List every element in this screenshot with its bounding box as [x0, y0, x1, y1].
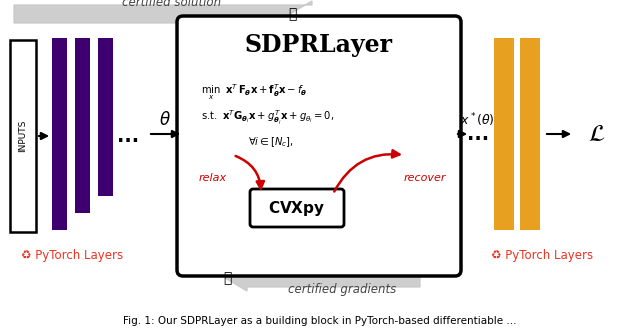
Text: SDPRLayer: SDPRLayer: [245, 33, 393, 57]
Text: ...: ...: [117, 127, 139, 146]
Bar: [520, 38, 540, 230]
FancyArrowPatch shape: [334, 150, 399, 191]
Text: INPUTS: INPUTS: [19, 120, 28, 152]
Bar: [98, 38, 113, 196]
Text: s.t. $\;\mathbf{x}^T \mathbf{G}_{\boldsymbol{\theta}_i} \mathbf{x} + g_{\boldsym: s.t. $\;\mathbf{x}^T \mathbf{G}_{\boldsy…: [201, 109, 334, 127]
FancyArrowPatch shape: [236, 156, 264, 188]
Text: certified solution: certified solution: [122, 0, 221, 8]
Polygon shape: [225, 265, 420, 291]
Text: ♻ PyTorch Layers: ♻ PyTorch Layers: [21, 249, 123, 263]
Bar: [494, 38, 514, 230]
Bar: [75, 38, 90, 213]
Text: recover: recover: [404, 173, 446, 183]
Text: $\mathbf{CVXpy}$: $\mathbf{CVXpy}$: [268, 198, 326, 217]
FancyBboxPatch shape: [177, 16, 461, 276]
Text: $x^*(\theta)$: $x^*(\theta)$: [460, 111, 494, 129]
Text: ...: ...: [467, 125, 489, 144]
Text: ♻ PyTorch Layers: ♻ PyTorch Layers: [491, 249, 593, 263]
Text: $\forall i \in [N_c],$: $\forall i \in [N_c],$: [248, 135, 294, 149]
Bar: [10, 40, 36, 232]
Text: relax: relax: [199, 173, 227, 183]
Text: $\theta$: $\theta$: [159, 111, 171, 129]
Text: $\mathcal{L}$: $\mathcal{L}$: [588, 122, 605, 146]
Text: certified gradients: certified gradients: [289, 284, 397, 297]
Text: Fig. 1: Our SDPRLayer as a building block in PyTorch-based differentiable ...: Fig. 1: Our SDPRLayer as a building bloc…: [124, 316, 516, 326]
Text: 🥇: 🥇: [223, 271, 231, 285]
Text: $\min_x \;\; \mathbf{x}^T \mathbf{F}_{\boldsymbol{\theta}} \mathbf{x} + \mathbf{: $\min_x \;\; \mathbf{x}^T \mathbf{F}_{\b…: [201, 82, 307, 102]
Text: 🥇: 🥇: [288, 7, 296, 21]
Bar: [52, 38, 67, 230]
FancyBboxPatch shape: [250, 189, 344, 227]
Polygon shape: [14, 1, 312, 27]
